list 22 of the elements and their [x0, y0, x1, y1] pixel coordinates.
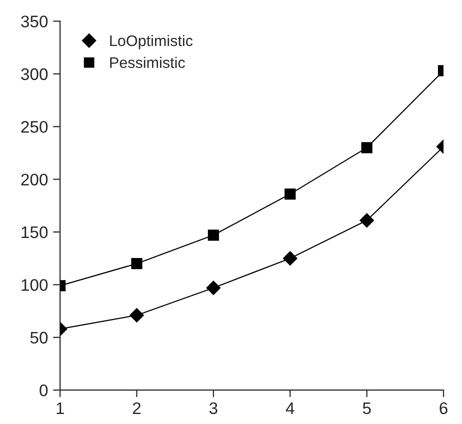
x-tick-label: 2	[132, 402, 141, 414]
legend-label: Pessimistic	[110, 56, 185, 68]
legend-label: LoOptimistic	[110, 34, 193, 50]
y-tick-label: 150	[22, 226, 48, 238]
x-tick-label: 1	[56, 402, 64, 414]
point	[208, 230, 219, 241]
x-tick-label: 5	[362, 402, 371, 414]
point	[360, 213, 374, 228]
y-tick-label: 200	[21, 174, 48, 186]
x-tick-label: 4	[286, 402, 294, 414]
x-tick-label: 3	[209, 402, 218, 414]
y-tick-label: 300	[21, 68, 48, 80]
x-tick-label: 6	[440, 402, 448, 414]
point	[284, 188, 296, 200]
point	[361, 142, 372, 154]
point	[283, 251, 298, 266]
y-tick-label: 100	[22, 279, 48, 291]
y-tick-label: 50	[30, 332, 48, 344]
y-tick-label: 0	[40, 384, 48, 396]
point	[206, 280, 221, 295]
y-tick-label: 250	[21, 120, 48, 133]
y-tick-label: 350	[21, 16, 48, 28]
